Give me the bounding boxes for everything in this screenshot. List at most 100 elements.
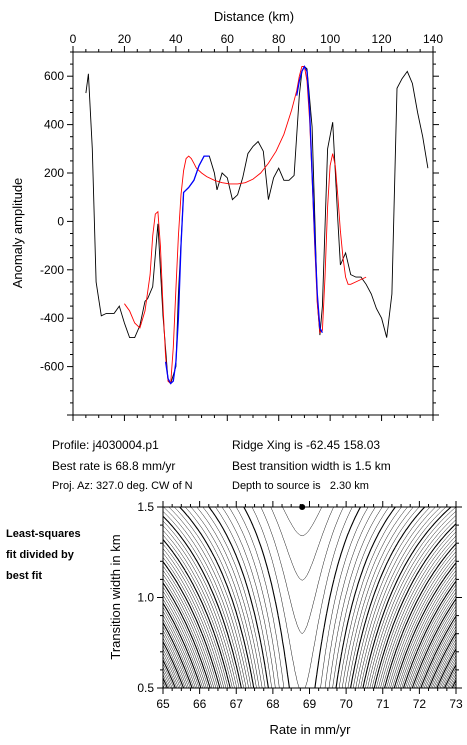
x-tick-label-2: 70 bbox=[339, 697, 353, 711]
misfit-contour bbox=[174, 507, 431, 688]
y-axis-label-2: Transition width in km bbox=[108, 534, 123, 659]
misfit-contour bbox=[454, 686, 456, 688]
misfit-contour bbox=[179, 507, 426, 688]
x-axis-label: Distance (km) bbox=[214, 9, 294, 24]
misfit-contour bbox=[282, 507, 323, 537]
misfit-contour bbox=[163, 591, 456, 688]
misfit-contour bbox=[163, 562, 456, 688]
misfit-contour bbox=[163, 598, 456, 688]
misfit-contour bbox=[185, 507, 420, 688]
plot-frame bbox=[72, 51, 434, 416]
y-tick-label: -400 bbox=[40, 311, 64, 325]
misfit-contour bbox=[163, 629, 456, 688]
x-tick-label-2: 66 bbox=[193, 697, 207, 711]
x-tick-label: 100 bbox=[320, 32, 340, 46]
misfit-contour bbox=[163, 570, 456, 688]
misfit-contour bbox=[163, 615, 456, 688]
misfit-contour bbox=[163, 523, 456, 688]
y-axis-label: Anomaly amplitude bbox=[10, 178, 25, 289]
misfit-contour bbox=[163, 645, 456, 688]
anomaly-profile-chart: Distance (km) Anomaly amplitude 0 20 40 60 8… bbox=[10, 9, 443, 421]
y-tick-label-2: 1.0 bbox=[137, 591, 154, 605]
y-tick-label: 400 bbox=[44, 118, 64, 132]
x-tick-label-2: 72 bbox=[413, 697, 427, 711]
fit-segment-line bbox=[296, 65, 323, 334]
best-fit-marker bbox=[299, 504, 306, 510]
x-tick-label-2: 73 bbox=[449, 697, 463, 711]
info-ridge-xing: Ridge Xing is -62.45 158.03 bbox=[232, 438, 381, 452]
misfit-contour bbox=[163, 595, 456, 688]
x-tick-label: 120 bbox=[372, 32, 392, 46]
misfit-contour bbox=[221, 507, 383, 688]
model-profile-line bbox=[124, 66, 367, 385]
misfit-contour bbox=[163, 573, 456, 688]
misfit-contour bbox=[451, 679, 456, 688]
misfit-contour bbox=[163, 539, 456, 688]
y-tick-label: -200 bbox=[40, 263, 64, 277]
x-tick-label-2: 68 bbox=[266, 697, 280, 711]
misfit-contour bbox=[163, 609, 456, 688]
misfit-contour bbox=[163, 625, 456, 688]
misfit-contour bbox=[163, 527, 456, 688]
misfit-contour bbox=[163, 535, 456, 688]
misfit-contour bbox=[441, 658, 456, 688]
x-tick-label-2: 71 bbox=[376, 697, 390, 711]
y-tick-label-2: 0.5 bbox=[137, 681, 154, 695]
contour-frame bbox=[162, 506, 457, 689]
misfit-contour bbox=[228, 507, 376, 688]
misfit-contour bbox=[163, 584, 456, 688]
misfit-contour bbox=[208, 507, 396, 688]
misfit-contour bbox=[163, 566, 456, 688]
y-tick-label: 600 bbox=[44, 69, 64, 83]
misfit-contour bbox=[163, 639, 456, 688]
misfit-contour bbox=[163, 531, 456, 688]
y-tick-label-2: 1.5 bbox=[137, 500, 154, 514]
x-tick-label: 60 bbox=[221, 32, 235, 46]
side-note-line-1: Least-squares bbox=[6, 528, 81, 540]
fit-segment-line bbox=[164, 155, 210, 385]
misfit-contour bbox=[163, 651, 456, 688]
misfit-contour bbox=[163, 558, 456, 688]
misfit-contour bbox=[163, 602, 456, 688]
misfit-contour bbox=[190, 507, 414, 688]
misfit-contour bbox=[163, 507, 441, 688]
misfit-contour bbox=[202, 507, 402, 688]
misfit-contour bbox=[163, 622, 456, 688]
info-profile: Profile: j4030004.p1 bbox=[52, 438, 159, 452]
misfit-contour bbox=[163, 507, 456, 688]
misfit-contour bbox=[163, 635, 456, 688]
misfit-contour bbox=[251, 507, 353, 688]
side-note-line-2: fit divided by bbox=[6, 549, 74, 561]
misfit-contour bbox=[163, 543, 456, 688]
info-depth: Depth to source is 2.30 km bbox=[232, 480, 369, 492]
x-tick-label-2: 69 bbox=[303, 697, 317, 711]
misfit-contour bbox=[163, 580, 456, 688]
misfit-contour bbox=[448, 673, 456, 688]
misfit-contour bbox=[270, 507, 334, 581]
x-tick-label: 20 bbox=[118, 32, 132, 46]
misfit-contour bbox=[163, 605, 456, 688]
misfit-contour bbox=[163, 642, 456, 688]
misfit-contour bbox=[163, 515, 456, 688]
misfit-contour bbox=[215, 507, 390, 688]
misfit-contour bbox=[445, 667, 456, 688]
x-tick-label: 0 bbox=[70, 32, 77, 46]
info-best-rate: Best rate is 68.8 mm/yr bbox=[52, 459, 176, 473]
misfit-contour bbox=[453, 683, 456, 688]
misfit-contour bbox=[260, 507, 344, 635]
misfit-contour bbox=[163, 655, 456, 688]
misfit-contour bbox=[450, 677, 456, 688]
y-tick-label: -600 bbox=[40, 360, 64, 374]
misfit-contour bbox=[163, 507, 447, 688]
y-tick-label: 200 bbox=[44, 166, 64, 180]
misfit-contour bbox=[444, 664, 456, 688]
x-tick-label-2: 65 bbox=[156, 697, 170, 711]
misfit-contour bbox=[447, 670, 456, 688]
info-best-width: Best transition width is 1.5 km bbox=[232, 459, 391, 473]
misfit-contour bbox=[163, 551, 456, 688]
x-axis-label-2: Rate in mm/yr bbox=[270, 722, 352, 737]
misfit-contour bbox=[168, 507, 436, 688]
misfit-contour bbox=[163, 648, 456, 688]
x-tick-label: 40 bbox=[169, 32, 183, 46]
misfit-contour bbox=[163, 619, 456, 688]
